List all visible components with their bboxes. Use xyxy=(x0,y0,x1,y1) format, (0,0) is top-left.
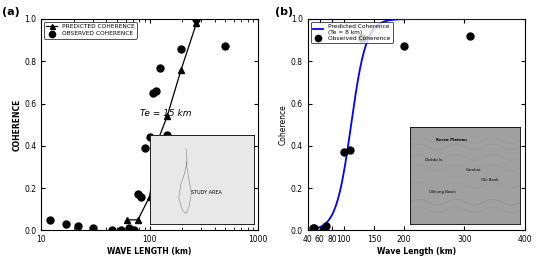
OBSERVED COHERENCE xyxy=(130,228,139,232)
OBSERVED COHERENCE xyxy=(62,222,71,226)
Y-axis label: Coherence: Coherence xyxy=(279,104,288,145)
Predicted Coherence
(Te = 8 km) xyxy=(410,17,417,21)
Observed Coherence xyxy=(400,44,409,49)
X-axis label: Wave Length (km): Wave Length (km) xyxy=(377,247,456,256)
OBSERVED COHERENCE xyxy=(117,228,126,232)
Legend: PREDICTED COHERENCE, OBSERVED COHERENCE: PREDICTED COHERENCE, OBSERVED COHERENCE xyxy=(44,22,136,38)
Observed Coherence xyxy=(309,226,317,230)
Y-axis label: COHERENCE: COHERENCE xyxy=(12,99,22,151)
OBSERVED COHERENCE xyxy=(149,91,157,95)
PREDICTED COHERENCE xyxy=(154,140,161,143)
Text: (b): (b) xyxy=(275,7,293,17)
OBSERVED COHERENCE xyxy=(192,17,201,21)
OBSERVED COHERENCE xyxy=(220,44,229,49)
PREDICTED COHERENCE xyxy=(147,195,153,198)
Predicted Coherence
(Te = 8 km) xyxy=(516,17,523,21)
PREDICTED COHERENCE xyxy=(178,68,184,71)
Text: (a): (a) xyxy=(2,7,20,17)
OBSERVED COHERENCE xyxy=(125,226,134,230)
OBSERVED COHERENCE xyxy=(140,146,149,150)
OBSERVED COHERENCE xyxy=(108,228,116,232)
Observed Coherence xyxy=(321,224,330,228)
Observed Coherence xyxy=(319,228,327,232)
OBSERVED COHERENCE xyxy=(45,218,54,222)
OBSERVED COHERENCE xyxy=(163,133,171,137)
OBSERVED COHERENCE xyxy=(88,226,97,230)
Predicted Coherence
(Te = 8 km) xyxy=(435,17,441,21)
Observed Coherence xyxy=(466,34,475,38)
Predicted Coherence
(Te = 8 km) xyxy=(423,17,430,21)
OBSERVED COHERENCE xyxy=(136,194,145,199)
Observed Coherence xyxy=(340,150,348,154)
PREDICTED COHERENCE xyxy=(164,115,170,118)
PREDICTED COHERENCE xyxy=(135,218,141,221)
Predicted Coherence
(Te = 8 km) xyxy=(307,228,314,231)
OBSERVED COHERENCE xyxy=(177,47,185,51)
Predicted Coherence
(Te = 8 km) xyxy=(522,17,528,21)
Predicted Coherence
(Te = 8 km) xyxy=(409,17,416,21)
Line: PREDICTED COHERENCE: PREDICTED COHERENCE xyxy=(125,21,199,222)
Observed Coherence xyxy=(310,226,319,230)
Line: Predicted Coherence
(Te = 8 km): Predicted Coherence (Te = 8 km) xyxy=(310,19,525,229)
Observed Coherence xyxy=(358,36,367,40)
X-axis label: WAVE LENGTH (km): WAVE LENGTH (km) xyxy=(107,247,192,256)
OBSERVED COHERENCE xyxy=(152,89,161,93)
OBSERVED COHERENCE xyxy=(146,135,154,139)
PREDICTED COHERENCE xyxy=(193,22,199,25)
OBSERVED COHERENCE xyxy=(74,224,82,228)
OBSERVED COHERENCE xyxy=(134,192,142,196)
Predicted Coherence
(Te = 8 km) xyxy=(483,17,489,21)
Legend: Predicted Coherence
(Te = 8 km), Observed Coherence: Predicted Coherence (Te = 8 km), Observe… xyxy=(310,22,393,43)
Text: Te = 15 km: Te = 15 km xyxy=(140,109,192,118)
PREDICTED COHERENCE xyxy=(124,218,130,221)
OBSERVED COHERENCE xyxy=(156,65,164,70)
Observed Coherence xyxy=(345,148,354,152)
